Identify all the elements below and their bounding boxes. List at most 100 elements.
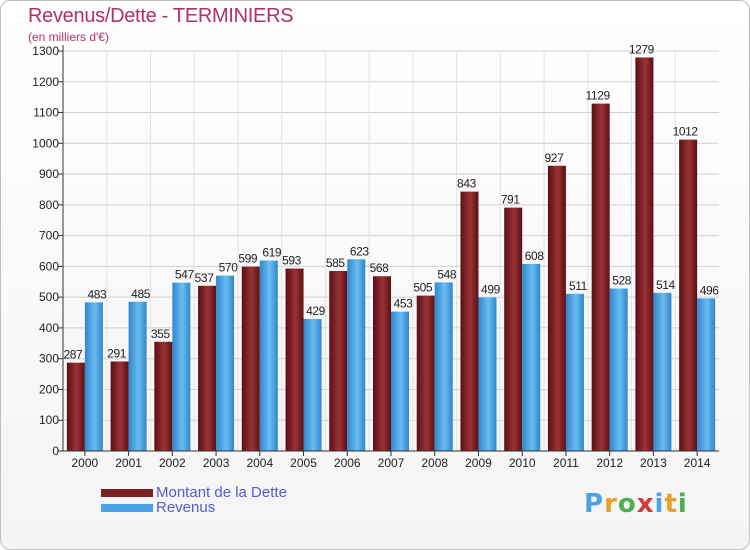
bar-revenus <box>391 311 409 451</box>
value-label-dette: 843 <box>457 177 477 191</box>
legend-label-dette: Montant de la Dette <box>156 484 287 501</box>
value-label-revenus: 499 <box>481 282 501 296</box>
legend-swatch-revenus <box>101 504 153 512</box>
bar-revenus <box>84 302 103 451</box>
bar-revenus <box>478 297 497 451</box>
y-tick-label: 300 <box>39 352 59 366</box>
legend-label-revenus: Revenus <box>156 499 216 516</box>
value-label-revenus: 483 <box>87 287 107 301</box>
value-label-dette: 505 <box>413 281 433 295</box>
x-tick-label: 2008 <box>421 456 448 470</box>
x-tick-label: 2011 <box>553 456 579 470</box>
x-tick-label: 2014 <box>684 456 711 470</box>
y-tick-label: 400 <box>39 321 59 335</box>
bar-dette <box>285 268 304 451</box>
bar-dette <box>66 362 85 451</box>
bar-revenus <box>216 275 235 451</box>
value-label-dette: 291 <box>107 346 127 360</box>
value-label-revenus: 608 <box>525 249 545 263</box>
bar-dette <box>547 165 566 451</box>
value-label-dette: 791 <box>501 193 521 207</box>
x-tick-labels: 2000 2001 2002 2003 2004 2005 2006 2007 2008 2009… <box>72 456 711 470</box>
value-label-dette: 568 <box>370 261 390 275</box>
value-label-revenus: 429 <box>306 304 326 318</box>
value-label-revenus: 453 <box>394 297 414 311</box>
y-tick-label: 100 <box>39 413 59 427</box>
y-tick-label: 1100 <box>33 106 59 120</box>
value-label-dette: 927 <box>545 151 565 165</box>
x-tick-label: 2001 <box>115 456 142 470</box>
value-label-dette: 1129 <box>586 89 611 103</box>
x-tick-label: 2009 <box>465 456 492 470</box>
bar-revenus <box>565 293 584 451</box>
value-label-dette: 599 <box>238 252 258 266</box>
chart-title: Revenus/Dette - TERMINIERS <box>28 5 294 27</box>
x-tick-label: 2007 <box>378 456 405 470</box>
x-tick-label: 2003 <box>203 456 230 470</box>
bar-dette <box>591 103 610 451</box>
y-tick-label: 200 <box>39 382 59 396</box>
bar-dette <box>416 295 435 451</box>
x-tick-label: 2000 <box>72 456 99 470</box>
value-label-revenus: 485 <box>131 287 151 301</box>
x-tick-label: 2012 <box>596 456 623 470</box>
axes <box>58 45 719 456</box>
proxiti-logo: Proxiti <box>584 489 688 519</box>
value-label-dette: 355 <box>151 327 171 341</box>
bar-revenus <box>522 263 541 451</box>
y-tick-label: 700 <box>39 229 59 243</box>
bar-revenus <box>347 259 366 451</box>
x-tick-label: 2010 <box>509 456 536 470</box>
chart-subtitle: (en milliers d'€) <box>28 30 109 44</box>
bar-dette <box>198 285 217 451</box>
value-label-revenus: 548 <box>437 267 457 281</box>
value-label-dette: 585 <box>326 256 346 270</box>
logo-letter: P <box>584 489 605 519</box>
value-label-revenus: 623 <box>350 244 370 258</box>
legend-swatch-dette <box>101 489 153 497</box>
x-tick-label: 2005 <box>290 456 317 470</box>
logo-letter: o <box>617 489 637 519</box>
bar-dette <box>679 139 698 451</box>
logo-letter: i <box>654 489 665 519</box>
value-label-revenus: 528 <box>612 274 632 288</box>
y-tick-label: 800 <box>39 198 59 212</box>
bars <box>66 57 716 451</box>
value-label-revenus: 514 <box>656 278 676 292</box>
bar-revenus <box>172 282 191 451</box>
y-tick-label: 1300 <box>32 44 59 58</box>
logo-letter: x <box>636 489 655 519</box>
x-tick-label: 2006 <box>334 456 361 470</box>
bar-revenus <box>303 319 322 451</box>
x-tick-label: 2013 <box>640 456 667 470</box>
logo-letter: i <box>677 489 688 519</box>
logo-letter: t <box>664 489 678 519</box>
value-label-dette: 593 <box>282 254 302 268</box>
value-label-revenus: 570 <box>219 261 239 275</box>
bar-revenus <box>697 298 716 451</box>
bar-revenus <box>434 282 453 451</box>
logo-letter: r <box>604 489 618 519</box>
bar-revenus <box>653 292 672 451</box>
bar-dette <box>373 276 391 451</box>
bar-dette <box>154 341 173 451</box>
bar-dette <box>504 207 523 451</box>
bar-revenus <box>259 260 278 451</box>
value-label-dette: 537 <box>195 271 215 285</box>
bar-dette <box>241 266 260 451</box>
bar-dette <box>635 57 654 451</box>
value-label-revenus: 619 <box>262 246 282 260</box>
y-tick-label: 1200 <box>32 75 59 89</box>
y-tick-label: 1000 <box>32 136 59 150</box>
value-label-revenus: 547 <box>175 268 195 282</box>
bar-revenus <box>609 288 628 451</box>
value-label-revenus: 511 <box>569 279 588 293</box>
y-tick-label: 600 <box>39 259 59 273</box>
bar-dette <box>460 191 479 451</box>
y-tick-label: 900 <box>39 167 59 181</box>
x-tick-label: 2004 <box>246 456 273 470</box>
value-label-dette: 1012 <box>673 125 699 139</box>
value-label-dette: 1279 <box>629 42 655 56</box>
